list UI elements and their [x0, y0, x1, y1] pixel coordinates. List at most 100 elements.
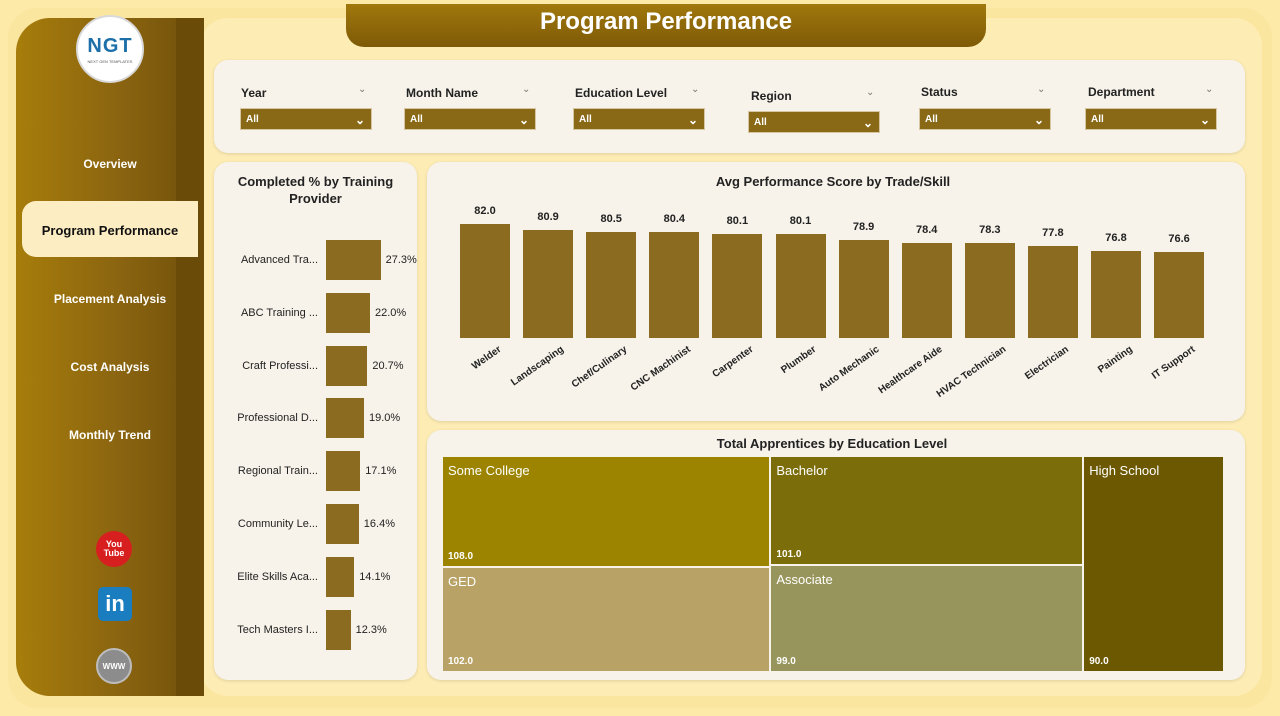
provider-value-label: 22.0%	[375, 306, 407, 319]
filter-label: Education Level	[575, 86, 668, 100]
treemap-tile-value: 101.0	[776, 549, 802, 561]
nav-program-performance[interactable]: Program Performance	[22, 201, 198, 257]
trade-value-label: 78.9	[852, 221, 875, 234]
filter-label: Month Name	[406, 86, 478, 100]
filter-year-select[interactable]: All ⌄	[240, 108, 372, 130]
provider-label: Regional Train...	[237, 465, 318, 478]
filter-label: Status	[921, 85, 958, 99]
treemap-tile-label: Bachelor	[776, 463, 828, 478]
provider-bar[interactable]	[326, 451, 361, 492]
chevron-down-icon[interactable]: ⌄	[522, 84, 531, 95]
filter-education-select[interactable]: All ⌄	[573, 108, 705, 130]
linkedin-icon[interactable]: in	[98, 587, 132, 621]
sidebar	[16, 18, 204, 696]
chevron-down-icon[interactable]: ⌄	[1205, 84, 1214, 95]
treemap-tile[interactable]: Associate 99.0	[770, 565, 1084, 672]
trade-category-label: Welder	[469, 344, 504, 373]
page-title: Program Performance	[346, 4, 986, 47]
treemap-tile-value: 102.0	[448, 655, 474, 667]
filter-panel: Year ⌄ All ⌄ Month Name ⌄ All ⌄ Education …	[214, 60, 1245, 153]
provider-label: Tech Masters I...	[237, 623, 318, 636]
logo-subtext: NEXT GEN TEMPLATES	[87, 58, 133, 64]
provider-label: ABC Training ...	[240, 306, 318, 319]
trade-category-label: IT Support	[1150, 344, 1198, 382]
trade-bar[interactable]	[649, 232, 700, 338]
provider-bar[interactable]	[326, 504, 359, 544]
provider-bar[interactable]	[326, 609, 351, 650]
provider-chart-title: Completed % by Training Provider	[237, 174, 394, 206]
provider-value-label: 14.1%	[359, 570, 391, 583]
chevron-down-icon[interactable]: ⌄	[1037, 84, 1046, 95]
provider-value-label: 17.1%	[365, 465, 397, 478]
nav-overview[interactable]: Overview	[83, 157, 137, 171]
filter-department-select[interactable]: All ⌄	[1085, 108, 1217, 130]
provider-bar[interactable]	[326, 398, 364, 439]
treemap-tile[interactable]: High School 90.0	[1083, 456, 1224, 672]
trade-value-label: 76.6	[1168, 233, 1190, 245]
chevron-down-icon[interactable]: ⌄	[866, 87, 875, 98]
provider-value-label: 16.4%	[363, 518, 395, 530]
website-icon[interactable]: WWW	[96, 648, 132, 684]
dropdown-arrow-icon: ⌄	[862, 116, 873, 130]
provider-bar[interactable]	[326, 292, 370, 333]
filter-region-select[interactable]: All ⌄	[748, 111, 880, 133]
filter-label: Region	[751, 89, 792, 103]
trade-value-label: 80.1	[726, 214, 749, 227]
filter-label: Department	[1088, 85, 1155, 99]
trade-category-label: Plumber	[779, 344, 819, 376]
filter-value: All	[579, 114, 592, 125]
filter-value: All	[1091, 114, 1104, 125]
filter-status-select[interactable]: All ⌄	[919, 108, 1051, 130]
trade-chart-panel: Avg Performance Score by Trade/Skill 82.…	[427, 162, 1245, 421]
trade-value-label: 82.0	[474, 205, 496, 217]
treemap-tile-label: GED	[448, 574, 477, 590]
filter-month-select[interactable]: All ⌄	[404, 108, 536, 130]
trade-value-label: 80.9	[537, 210, 559, 223]
trade-bar[interactable]	[712, 233, 763, 338]
treemap-tile[interactable]: Some College 108.0	[442, 456, 771, 568]
treemap-tile[interactable]: Bachelor 101.0	[770, 456, 1084, 566]
filter-value: All	[925, 114, 938, 125]
dropdown-arrow-icon: ⌄	[1033, 113, 1044, 127]
dropdown-arrow-icon: ⌄	[1199, 113, 1210, 127]
trade-value-label: 78.3	[979, 224, 1001, 237]
trade-bar[interactable]	[586, 231, 637, 338]
provider-chart-panel: Completed % by Training Provider Advance…	[214, 162, 417, 680]
nav-cost-analysis[interactable]: Cost Analysis	[70, 360, 150, 374]
provider-bar[interactable]	[326, 345, 368, 386]
provider-value-label: 20.7%	[372, 359, 404, 372]
trade-category-label: Auto Mechanic	[817, 344, 882, 394]
dropdown-arrow-icon: ⌄	[354, 113, 365, 127]
trade-bar[interactable]	[523, 229, 574, 338]
nav-monthly-trend[interactable]: Monthly Trend	[69, 428, 151, 442]
trade-bar[interactable]	[838, 240, 889, 338]
filter-value: All	[246, 114, 259, 125]
treemap-tile-value: 90.0	[1089, 656, 1109, 667]
trade-bar[interactable]	[1091, 250, 1141, 338]
treemap-tile-value: 99.0	[776, 655, 796, 667]
trade-bar[interactable]	[964, 243, 1015, 338]
nav-placement-analysis[interactable]: Placement Analysis	[53, 292, 167, 306]
trade-bar[interactable]	[460, 224, 510, 338]
trade-bar[interactable]	[1154, 252, 1205, 338]
treemap-tile-label: High School	[1089, 463, 1160, 478]
treemap-tile-value: 108.0	[448, 551, 474, 563]
treemap-tile[interactable]: GED 102.0	[442, 567, 771, 672]
filter-value: All	[410, 114, 423, 125]
trade-category-label: Chef/Culinary	[569, 344, 630, 391]
provider-value-label: 12.3%	[355, 623, 387, 636]
filter-label: Year	[241, 86, 267, 100]
youtube-icon[interactable]: You Tube	[96, 531, 132, 567]
trade-bar[interactable]	[775, 233, 826, 338]
provider-label: Elite Skills Aca...	[237, 570, 318, 583]
provider-bar[interactable]	[326, 240, 381, 280]
provider-bar[interactable]	[326, 556, 355, 597]
trade-bar[interactable]	[1027, 245, 1078, 338]
trade-category-label: CNC Machinist	[628, 344, 693, 394]
trade-bar[interactable]	[901, 242, 952, 338]
chevron-down-icon[interactable]: ⌄	[358, 84, 367, 95]
provider-label: Advanced Tra...	[240, 254, 318, 266]
dropdown-arrow-icon: ⌄	[687, 113, 698, 127]
trade-value-label: 76.8	[1105, 231, 1127, 244]
chevron-down-icon[interactable]: ⌄	[691, 84, 700, 95]
